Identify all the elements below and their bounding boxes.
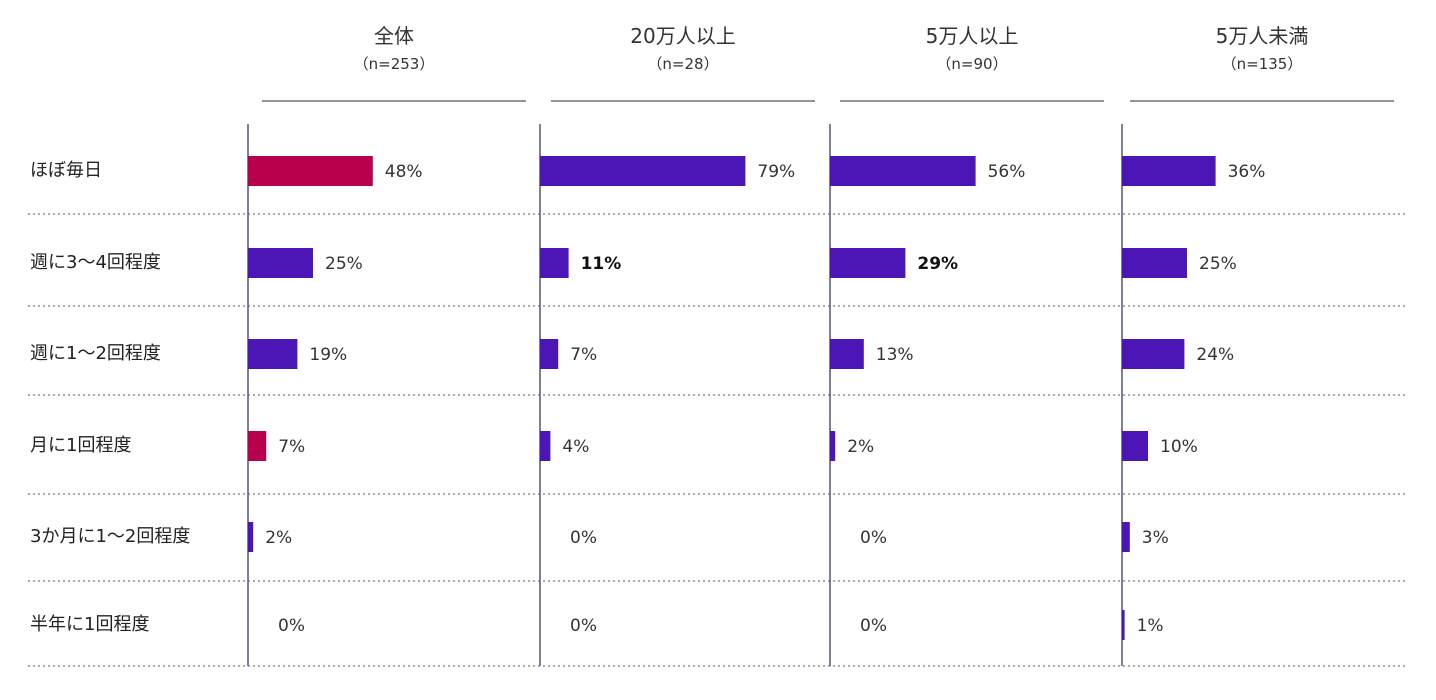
bar — [1122, 522, 1130, 552]
value-label: 1% — [1137, 616, 1164, 636]
panel-title: 20万人以上 — [630, 24, 735, 48]
value-label: 25% — [1199, 254, 1237, 274]
value-label: 79% — [757, 162, 795, 182]
bar — [1122, 610, 1125, 640]
value-label: 0% — [860, 616, 887, 636]
value-label: 48% — [385, 162, 423, 182]
row-label: 週に1〜2回程度 — [30, 343, 161, 364]
panel-subtitle: （n=135） — [1222, 55, 1303, 73]
bar — [1122, 248, 1187, 278]
value-label: 13% — [876, 345, 914, 365]
bar — [1122, 156, 1216, 186]
panel-subtitle: （n=90） — [936, 55, 1007, 73]
value-label: 2% — [847, 437, 874, 457]
value-label: 19% — [309, 345, 347, 365]
bar — [830, 339, 864, 369]
bar — [248, 431, 267, 461]
bar — [248, 248, 313, 278]
bar — [540, 431, 551, 461]
value-label: 3% — [1142, 528, 1169, 548]
value-label: 10% — [1160, 437, 1198, 457]
value-label: 7% — [278, 437, 305, 457]
value-label: 0% — [570, 616, 597, 636]
value-label: 4% — [562, 437, 589, 457]
value-label: 0% — [570, 528, 597, 548]
bar — [248, 339, 298, 369]
panel-subtitle: （n=253） — [354, 55, 435, 73]
row-label: 半年に1回程度 — [30, 614, 149, 635]
bar — [540, 248, 569, 278]
value-label: 56% — [988, 162, 1026, 182]
row-label: 月に1回程度 — [30, 435, 131, 456]
value-label: 29% — [917, 254, 958, 274]
panel-title: 5万人未満 — [1216, 24, 1309, 48]
value-label: 36% — [1228, 162, 1266, 182]
bar — [1122, 431, 1148, 461]
value-label: 24% — [1196, 345, 1234, 365]
value-label: 0% — [278, 616, 305, 636]
row-label: 3か月に1〜2回程度 — [30, 526, 190, 547]
value-label: 25% — [325, 254, 363, 274]
row-label: 週に3〜4回程度 — [30, 252, 161, 273]
value-label: 0% — [860, 528, 887, 548]
bar — [248, 156, 373, 186]
panel-subtitle: （n=28） — [647, 55, 718, 73]
bar — [540, 156, 746, 186]
panel-title: 5万人以上 — [926, 24, 1019, 48]
value-label: 11% — [581, 254, 622, 274]
panel-title: 全体 — [374, 24, 414, 48]
bar — [248, 522, 254, 552]
row-label: ほぼ毎日 — [30, 160, 102, 181]
value-label: 7% — [570, 345, 597, 365]
value-label: 2% — [265, 528, 292, 548]
bar — [830, 248, 906, 278]
bar — [540, 339, 559, 369]
bar — [830, 431, 836, 461]
bar — [830, 156, 976, 186]
bar — [1122, 339, 1185, 369]
